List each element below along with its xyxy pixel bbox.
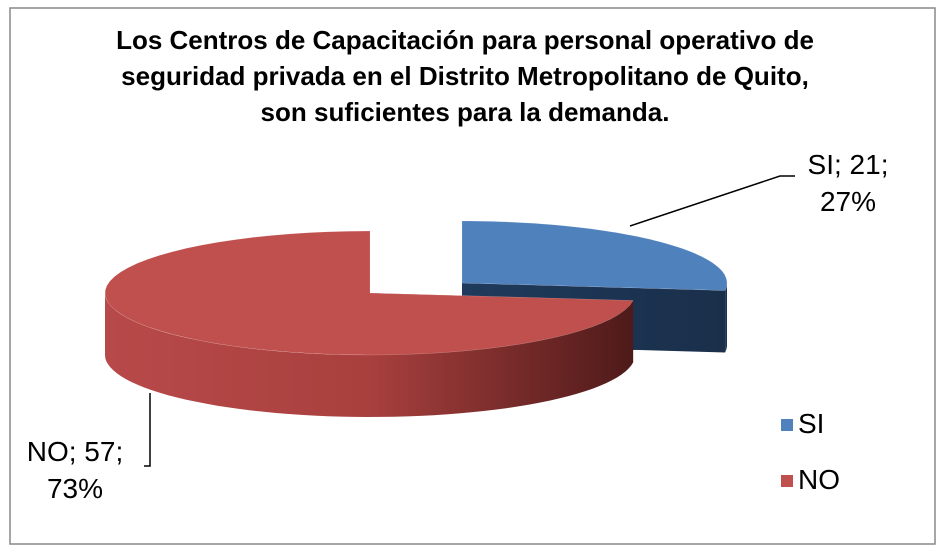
legend-label: SI: [798, 408, 825, 439]
slice-side: [105, 293, 634, 417]
slice: [104, 230, 634, 356]
legend-label: NO: [798, 464, 840, 495]
leader-line: [144, 393, 151, 467]
slice-side: [725, 283, 727, 353]
leader-line: [629, 175, 795, 227]
legend-swatch: [781, 475, 793, 487]
legend-swatch: [781, 419, 793, 431]
chart-title: Los Centros de Capacitación para persona…: [116, 25, 814, 127]
data-label: SI; 21; 27%: [807, 149, 889, 217]
data-label: NO; 57; 73%: [26, 436, 124, 504]
slice: [461, 220, 728, 291]
